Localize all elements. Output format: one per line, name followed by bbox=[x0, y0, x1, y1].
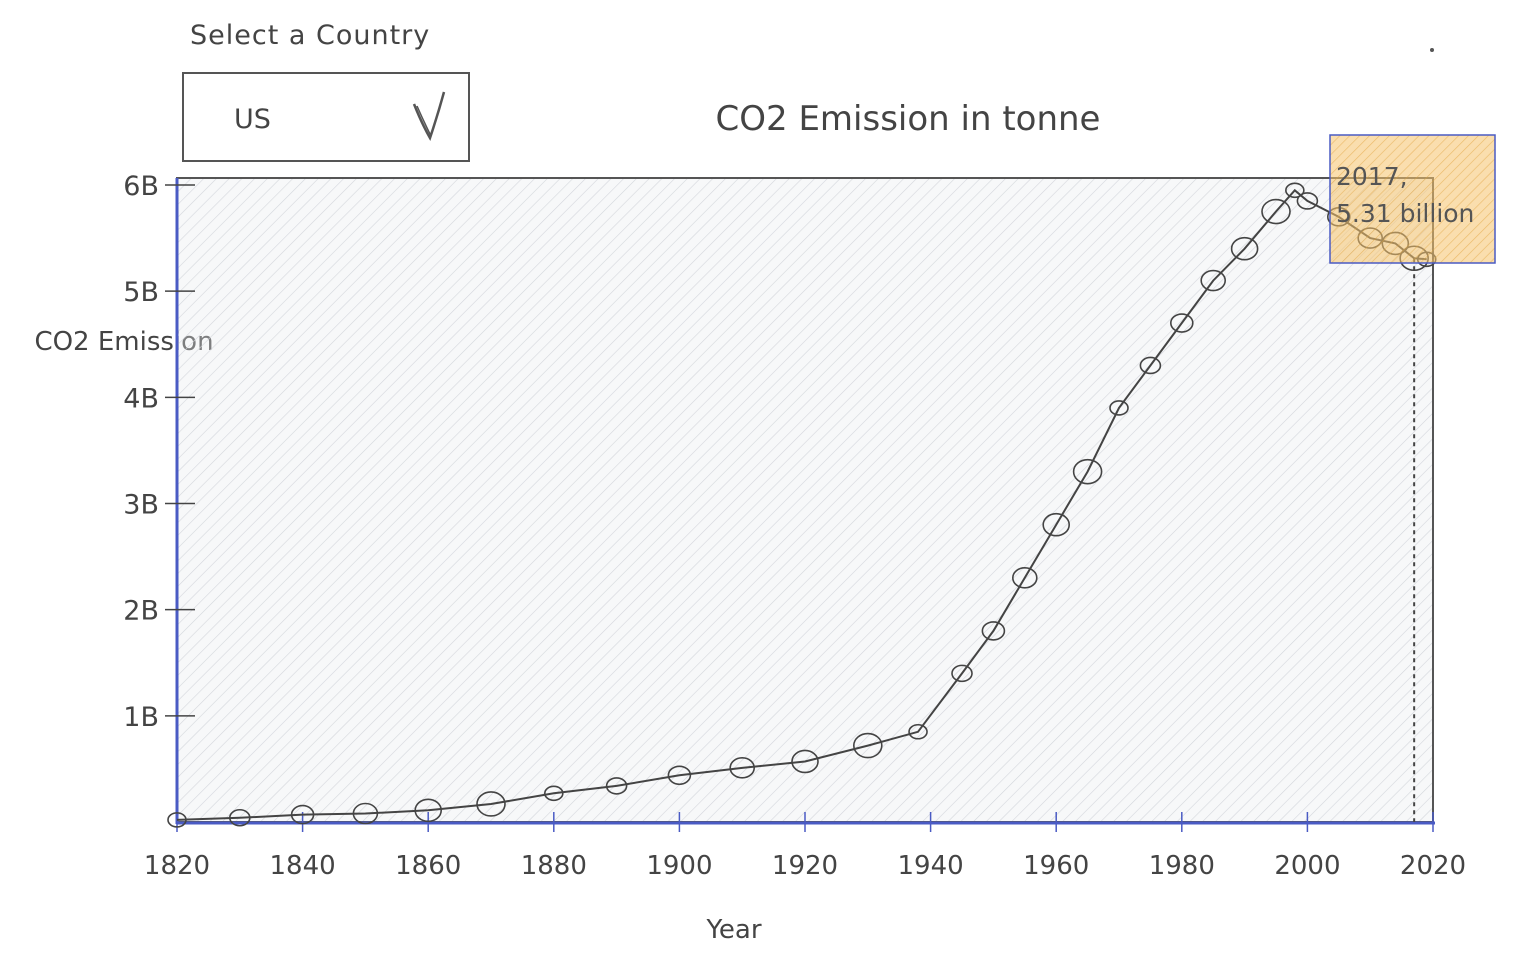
chevron-down-icon bbox=[412, 86, 452, 150]
tooltip-hatch bbox=[1330, 135, 1495, 263]
y-tick-label-1B: 1B bbox=[123, 702, 159, 733]
x-tick-label-1900: 1900 bbox=[646, 851, 712, 881]
data-point-1820 bbox=[167, 812, 187, 828]
x-tick-label-1820: 1820 bbox=[144, 851, 210, 881]
data-point-1980 bbox=[1170, 313, 1194, 333]
data-point-1830 bbox=[229, 808, 251, 827]
data-point-1910 bbox=[729, 757, 756, 779]
x-axis-label: Year bbox=[705, 915, 761, 945]
x-tick-label-1840: 1840 bbox=[270, 851, 336, 881]
data-point-2000 bbox=[1296, 192, 1319, 210]
data-point-1930 bbox=[852, 732, 883, 759]
y-tick-label-2B: 2B bbox=[123, 596, 159, 627]
data-point-1990 bbox=[1230, 236, 1259, 261]
data-point-1945 bbox=[951, 664, 973, 683]
country-select-value: US bbox=[234, 104, 271, 135]
data-point-1965 bbox=[1072, 458, 1103, 485]
data-point-1955 bbox=[1012, 567, 1038, 589]
x-tick-label-1920: 1920 bbox=[772, 851, 838, 881]
x-tick-label-1860: 1860 bbox=[395, 851, 461, 881]
chart-title: CO2 Emission in tonne bbox=[716, 99, 1101, 139]
tooltip-value: 5.31 billion bbox=[1336, 199, 1474, 228]
country-select[interactable]: US bbox=[182, 72, 470, 162]
y-tick-label-3B: 3B bbox=[123, 490, 159, 521]
data-point-1890 bbox=[605, 777, 628, 795]
data-point-1995 bbox=[1261, 198, 1291, 225]
data-point-1985 bbox=[1200, 269, 1226, 292]
data-point-1850 bbox=[352, 802, 379, 825]
data-point-1938 bbox=[908, 723, 928, 740]
y-tick-label-4B: 4B bbox=[123, 383, 159, 414]
y-tick-label-6B: 6B bbox=[123, 171, 159, 202]
data-point-1975 bbox=[1139, 356, 1162, 375]
data-point-1880 bbox=[543, 785, 564, 802]
decorative-dot bbox=[1430, 48, 1434, 52]
plot-area-hatch bbox=[177, 178, 1433, 822]
x-tick-label-1980: 1980 bbox=[1149, 851, 1215, 881]
y-tick-label-5B: 5B bbox=[123, 277, 159, 308]
data-point-1920 bbox=[791, 749, 819, 774]
x-tick-label-2020: 2020 bbox=[1400, 851, 1466, 881]
data-point-1998 bbox=[1285, 182, 1305, 199]
country-select-label: Select a Country bbox=[190, 20, 431, 51]
x-tick-label-1940: 1940 bbox=[898, 851, 964, 881]
data-point-1970 bbox=[1109, 400, 1129, 416]
data-point-1900 bbox=[667, 765, 692, 786]
x-tick-label-1960: 1960 bbox=[1023, 851, 1089, 881]
x-tick-label-2000: 2000 bbox=[1274, 851, 1340, 881]
x-tick-label-1880: 1880 bbox=[521, 851, 587, 881]
series-line-0 bbox=[176, 188, 1427, 821]
tooltip-year: 2017, bbox=[1336, 162, 1408, 191]
data-point-1950 bbox=[981, 621, 1006, 641]
data-point-1960 bbox=[1042, 512, 1070, 537]
data-point-1840 bbox=[290, 804, 315, 825]
data-point-1860 bbox=[414, 798, 443, 823]
tooltip-border bbox=[1329, 134, 1496, 264]
data-point-1870 bbox=[476, 791, 506, 817]
